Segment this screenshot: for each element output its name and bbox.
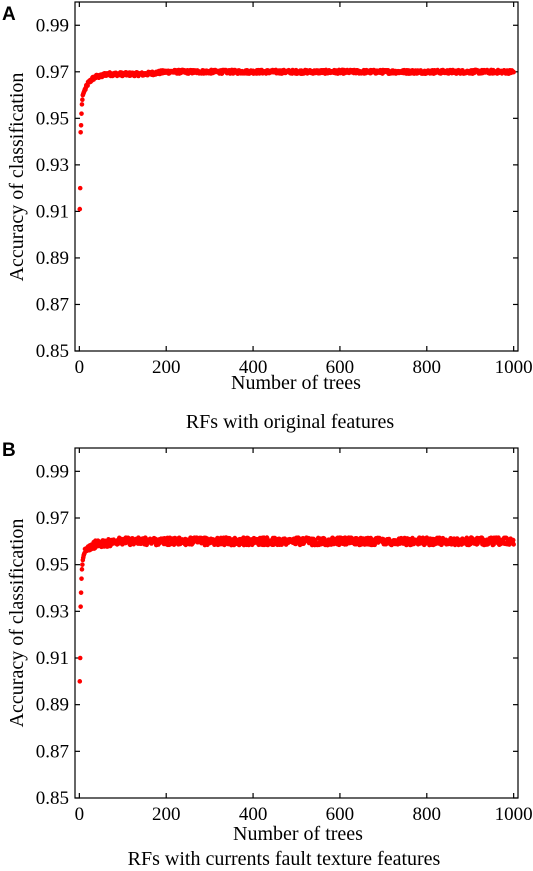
panel-b-x-tick-label: 400 [239, 804, 268, 825]
panel-a-data-point [77, 185, 83, 191]
panel-a-x-axis-label: Number of trees [231, 372, 361, 394]
panel-b-data-point [511, 542, 516, 547]
panel-b-markers [77, 535, 516, 684]
panel-b-y-tick-label: 0.97 [36, 508, 69, 529]
panel-b: B 0 200 400 600 800 10000.850.870.890.910.930… [2, 440, 533, 870]
panel-b-data-point [77, 655, 83, 661]
panel-b-data-point [78, 604, 83, 609]
panel-a-y-tick-label: 0.99 [36, 15, 69, 36]
panel-a-x-tick-label: 800 [413, 357, 442, 378]
panel-b-data-point [510, 537, 516, 543]
panel-b-x-tick-label: 0 [75, 804, 85, 825]
panel-b-y-tick-label: 0.95 [36, 555, 69, 576]
panel-a-y-tick-label: 0.87 [36, 294, 69, 315]
panel-a-x-tick-label: 200 [152, 357, 181, 378]
panel-a-data-point [79, 111, 84, 116]
panel-a: A 0 200 400 600 800 10000.850.870.890.910.930… [2, 1, 533, 433]
panel-a-data-point [79, 102, 85, 107]
panel-b-y-tick-label: 0.89 [36, 695, 69, 716]
panel-a-data-point [80, 97, 85, 103]
panel-b-data-point [77, 679, 83, 684]
panel-a-data-point [77, 206, 83, 212]
panel-a-x-tick-label: 1000 [495, 357, 533, 378]
panel-b-y-tick-label: 0.91 [36, 648, 69, 669]
panel-a-y-tick-label: 0.95 [36, 108, 69, 129]
panel-a-ticks: 0 200 400 600 800 1000 0.85 0.87 0.89 0.91 0.93 0.9… [36, 2, 533, 378]
panel-a-y-axis-label: Accuracy of classification [6, 73, 28, 282]
panel-b-plot-frame [74, 447, 519, 799]
panel-a-data-point [78, 129, 83, 135]
panel-b-data-point [80, 562, 85, 567]
panel-a-y-tick-label: 0.85 [36, 341, 69, 362]
panel-b-data-point [79, 567, 85, 572]
panel-b-x-tick-label: 800 [413, 804, 442, 825]
panel-a-x-tick-label: 600 [326, 357, 355, 378]
panel-a-data-point [78, 123, 84, 128]
panel-a-markers [77, 67, 516, 212]
panel-a-y-tick-label: 0.89 [36, 248, 69, 269]
panel-b-x-axis-label: Number of trees [233, 823, 363, 845]
panel-a-x-tick-label: 0 [75, 357, 85, 378]
panel-b-letter: B [2, 440, 16, 461]
panel-b-x-tick-label: 1000 [495, 804, 533, 825]
panel-b-y-tick-label: 0.87 [36, 741, 69, 762]
panel-b-data-point [79, 576, 84, 581]
panel-b-y-axis-label: Accuracy of classification [6, 519, 28, 728]
panel-a-x-tick-label: 400 [239, 357, 268, 378]
panel-b-data-point [78, 590, 84, 595]
panel-a-plot-frame [74, 1, 519, 352]
panel-b-y-tick-label: 0.85 [36, 788, 69, 809]
panel-a-y-tick-label: 0.97 [36, 62, 69, 83]
panel-b-y-tick-label: 0.99 [36, 461, 69, 482]
panel-a-y-tick-label: 0.93 [36, 155, 69, 176]
panel-b-x-tick-label: 200 [152, 804, 181, 825]
panel-b-ticks: 0 200 400 600 800 1000 0.85 0.87 0.89 0.91 0.93 0.9… [36, 448, 533, 825]
panel-a-y-tick-label: 0.91 [36, 201, 69, 222]
panel-a-data-point [511, 69, 516, 75]
panel-b-caption: RFs with currents fault texture features [128, 848, 441, 870]
panel-b-y-tick-label: 0.93 [36, 601, 69, 622]
panel-b-x-tick-label: 600 [326, 804, 355, 825]
panel-b-data-point [372, 542, 377, 548]
panel-a-caption: RFs with original features [186, 411, 395, 433]
panel-a-letter: A [2, 4, 16, 25]
